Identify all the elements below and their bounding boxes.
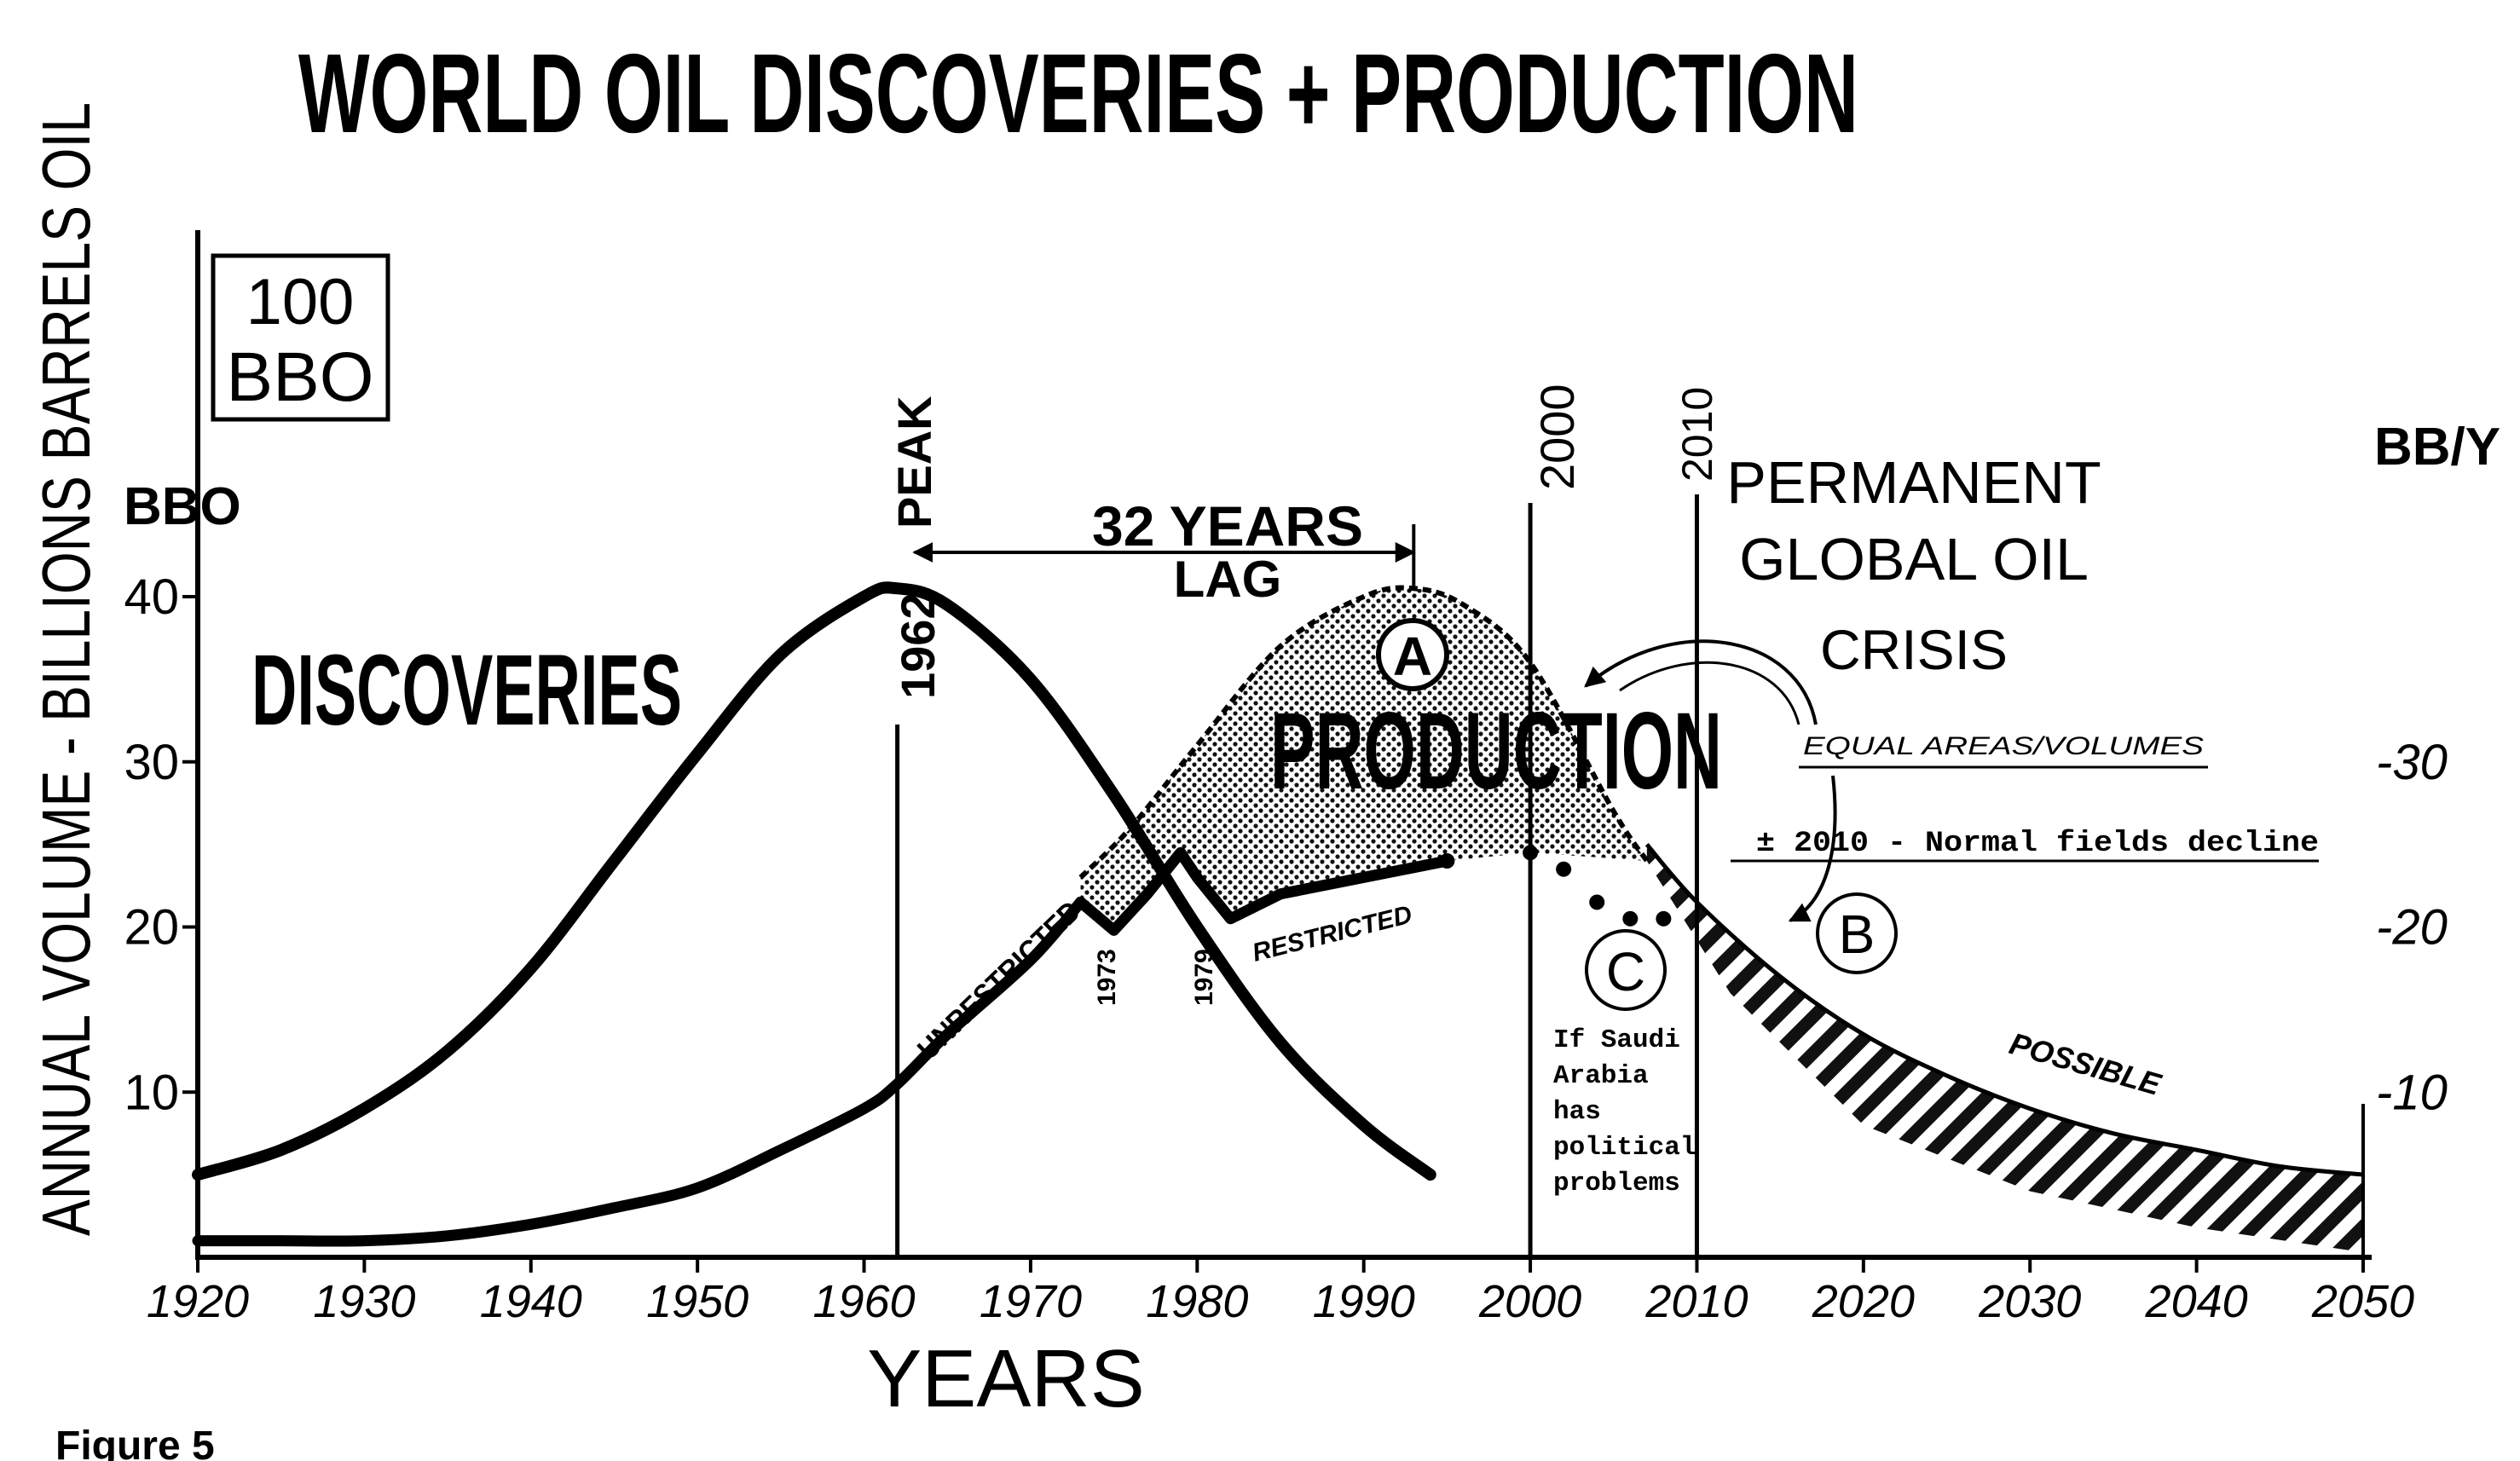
equal-areas-arrow: [1584, 639, 1818, 725]
year-1979-label: 1979: [1190, 949, 1218, 1006]
production-area: [1080, 587, 1647, 931]
x-tick-label: 2050: [2311, 1276, 2414, 1327]
y-axis-title: ANNUAL VOLUME - BILLIONS BARRELS OIL: [28, 102, 104, 1236]
production-line: [1078, 585, 1650, 880]
y-axis-unit: BBO: [124, 477, 241, 536]
equal-areas-arrow-inner: [1619, 661, 1800, 725]
x-tick-label: 1990: [1313, 1276, 1415, 1327]
x-tick-label: 1940: [480, 1276, 582, 1327]
restricted-label: RESTRICTED: [1250, 900, 1415, 967]
y-tick-label: 20: [124, 900, 179, 956]
y-tick-group: 10 20 30 40: [124, 569, 198, 1120]
y-tick-label: 10: [124, 1065, 179, 1120]
discoveries-line: [192, 581, 1436, 1181]
unrestricted-label: UNRESTRICTED: [911, 895, 1087, 1066]
possible-decline-area: [1646, 844, 2363, 1253]
y2-tick-label: -30: [2376, 735, 2448, 790]
label-a-circle: [1376, 618, 1449, 691]
scenario-c-dot: [1589, 894, 1605, 910]
year-2010-label: 2010: [1673, 387, 1721, 482]
label-c: C: [1606, 941, 1645, 1002]
saudi-note-line4: political: [1553, 1133, 1696, 1163]
scenario-c-dot: [1523, 845, 1539, 861]
year-2000-label: 2000: [1530, 384, 1584, 490]
scale-box-value: 100: [246, 266, 355, 338]
peak-year-label: 1962: [891, 592, 945, 699]
peak-label: PEAK: [887, 396, 941, 528]
restricted-production-line: [1075, 846, 1453, 936]
x-tick-label: 1920: [147, 1276, 249, 1327]
discoveries-label: DISCOVERIES: [251, 634, 682, 747]
x-tick-label: 2010: [1644, 1276, 1748, 1327]
crisis-line2: GLOBAL OIL: [1739, 526, 2089, 592]
x-tick-label: 2040: [2145, 1276, 2248, 1327]
chart-title: WORLD OIL DISCOVERIES + PRODUCTION: [298, 31, 1858, 156]
x-tick-group: 1920 1930 1940 1950 1960 1970 1980 1990 2000 2010…: [147, 1257, 2414, 1327]
scenario-c-dot: [1622, 910, 1639, 927]
scenario-c-dot: [1439, 853, 1455, 869]
label-a: A: [1393, 626, 1432, 687]
x-tick-label: 2000: [1478, 1276, 1581, 1327]
equal-areas-note: EQUAL AREAS/VOLUMES: [1803, 732, 2204, 760]
normal-fields-note: ± 2010 - Normal fields decline: [1756, 828, 2319, 860]
x-axis-title: YEARS: [867, 1333, 1144, 1424]
unrestricted-production-line: [192, 896, 1086, 1247]
scenario-c-dot: [1656, 910, 1672, 927]
lag-label-line2: LAG: [1174, 551, 1282, 608]
production-label: PRODUCTION: [1270, 690, 1722, 812]
crisis-line1: PERMANENT: [1726, 449, 2101, 516]
y2-tick-label: -10: [2376, 1065, 2448, 1120]
lag-label-line1: 32 YEARS: [1092, 494, 1363, 557]
x-tick-label: 1930: [313, 1276, 415, 1327]
label-c-circle: [1585, 929, 1667, 1011]
y2-tick-label: -20: [2376, 900, 2448, 956]
crisis-line3: CRISIS: [1820, 618, 2008, 681]
label-b: B: [1839, 904, 1876, 965]
x-tick-label: 1980: [1146, 1276, 1248, 1327]
saudi-note-line5: problems: [1553, 1169, 1680, 1198]
saudi-note-line1: If Saudi: [1553, 1025, 1680, 1055]
x-tick-label: 1960: [812, 1276, 915, 1327]
saudi-note-line3: has: [1553, 1097, 1601, 1127]
x-tick-label: 1970: [980, 1276, 1082, 1327]
y-tick-label: 40: [124, 569, 179, 625]
y2-axis-unit: BB/Y: [2374, 418, 2500, 476]
b-arrow: [1788, 775, 1837, 922]
x-tick-label: 2020: [1812, 1276, 1915, 1327]
possible-decline-line: [1644, 842, 2364, 1177]
scenario-c-dots: [1439, 845, 1672, 927]
y-tick-label: 30: [124, 735, 179, 790]
year-1973-label: 1973: [1093, 949, 1121, 1006]
figure-label: Figure 5: [55, 1423, 215, 1461]
scale-box: [211, 253, 390, 422]
x-tick-label: 2030: [1978, 1276, 2081, 1327]
possible-label: POSSIBLE: [2006, 1025, 2165, 1102]
saudi-note-line2: Arabia: [1553, 1061, 1649, 1091]
x-tick-label: 1950: [646, 1276, 748, 1327]
y2-tick-group: -10 -20 -30: [2376, 735, 2448, 1121]
scale-box-unit: BBO: [226, 338, 373, 416]
scenario-c-dot: [1556, 861, 1572, 877]
label-b-circle: [1816, 892, 1898, 974]
